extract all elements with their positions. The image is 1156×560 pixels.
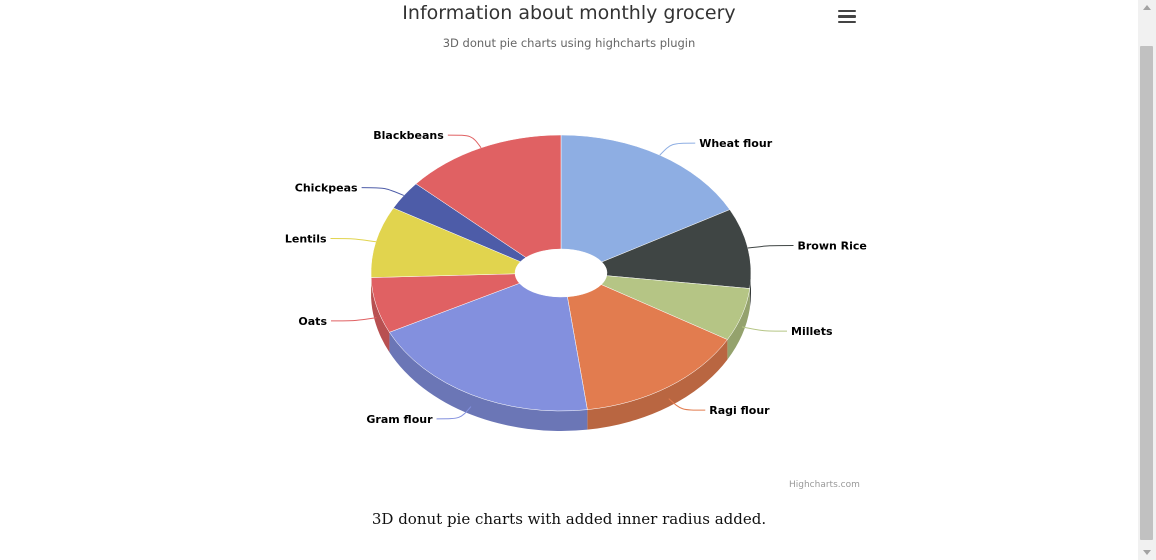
hamburger-menu-icon-bar <box>838 20 856 24</box>
connector-ragi-flour <box>668 398 706 411</box>
data-label-chickpeas: Chickpeas <box>295 182 358 195</box>
connector-millets <box>741 326 788 332</box>
connector-gram-flour <box>436 406 472 420</box>
slice-wheat-flour[interactable] <box>560 134 731 263</box>
slice-side-ragi-flour <box>587 339 728 430</box>
connector-chickpeas <box>361 187 405 196</box>
slice-brown-rice[interactable] <box>601 209 752 289</box>
scrollbar-thumb[interactable] <box>1140 46 1153 540</box>
slice-sides <box>371 273 751 431</box>
chart-context-menu-button[interactable] <box>836 7 858 27</box>
data-label-gram-flour: Gram flour <box>366 413 433 426</box>
data-label-blackbeans: Blackbeans <box>373 129 444 142</box>
data-labels: Wheat flour Brown Rice Millets Ragi flour Gr… <box>285 129 867 426</box>
data-label-wheat-flour: Wheat flour <box>699 137 772 150</box>
data-label-oats: Oats <box>298 315 327 328</box>
data-label-millets: Millets <box>791 325 833 338</box>
slice-side-millets <box>727 288 750 360</box>
highcharts-credits-link[interactable]: Highcharts.com <box>789 480 860 490</box>
scroll-down-arrow-icon[interactable] <box>1138 544 1156 560</box>
slice-side-gram-flour <box>389 332 588 431</box>
hamburger-menu-icon <box>838 10 856 13</box>
connector-wheat-flour <box>659 142 696 156</box>
slice-side-oats <box>371 277 390 353</box>
data-label-lentils: Lentils <box>285 233 327 246</box>
connector-lentils <box>330 238 377 243</box>
connector-oats <box>331 317 377 322</box>
data-label-brown-rice: Brown Rice <box>797 239 866 252</box>
label-connectors <box>330 134 794 420</box>
slice-blackbeans[interactable] <box>415 134 562 258</box>
slice-tops <box>370 134 752 412</box>
slice-gram-flour[interactable] <box>389 283 588 412</box>
slice-ragi-flour[interactable] <box>567 284 728 410</box>
connector-brown-rice <box>747 244 794 249</box>
connector-blackbeans <box>447 134 482 149</box>
data-label-ragi-flour: Ragi flour <box>709 404 770 417</box>
chart-title: Information about monthly grocery <box>402 2 736 24</box>
hamburger-menu-icon-bar <box>838 15 856 18</box>
chart-subtitle: 3D donut pie charts using highcharts plu… <box>442 36 696 50</box>
chart-caption: 3D donut pie charts with added inner rad… <box>371 510 767 528</box>
scroll-up-arrow-icon[interactable] <box>1138 0 1156 16</box>
